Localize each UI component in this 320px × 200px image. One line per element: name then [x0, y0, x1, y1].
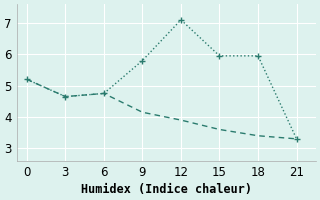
X-axis label: Humidex (Indice chaleur): Humidex (Indice chaleur) [81, 183, 252, 196]
